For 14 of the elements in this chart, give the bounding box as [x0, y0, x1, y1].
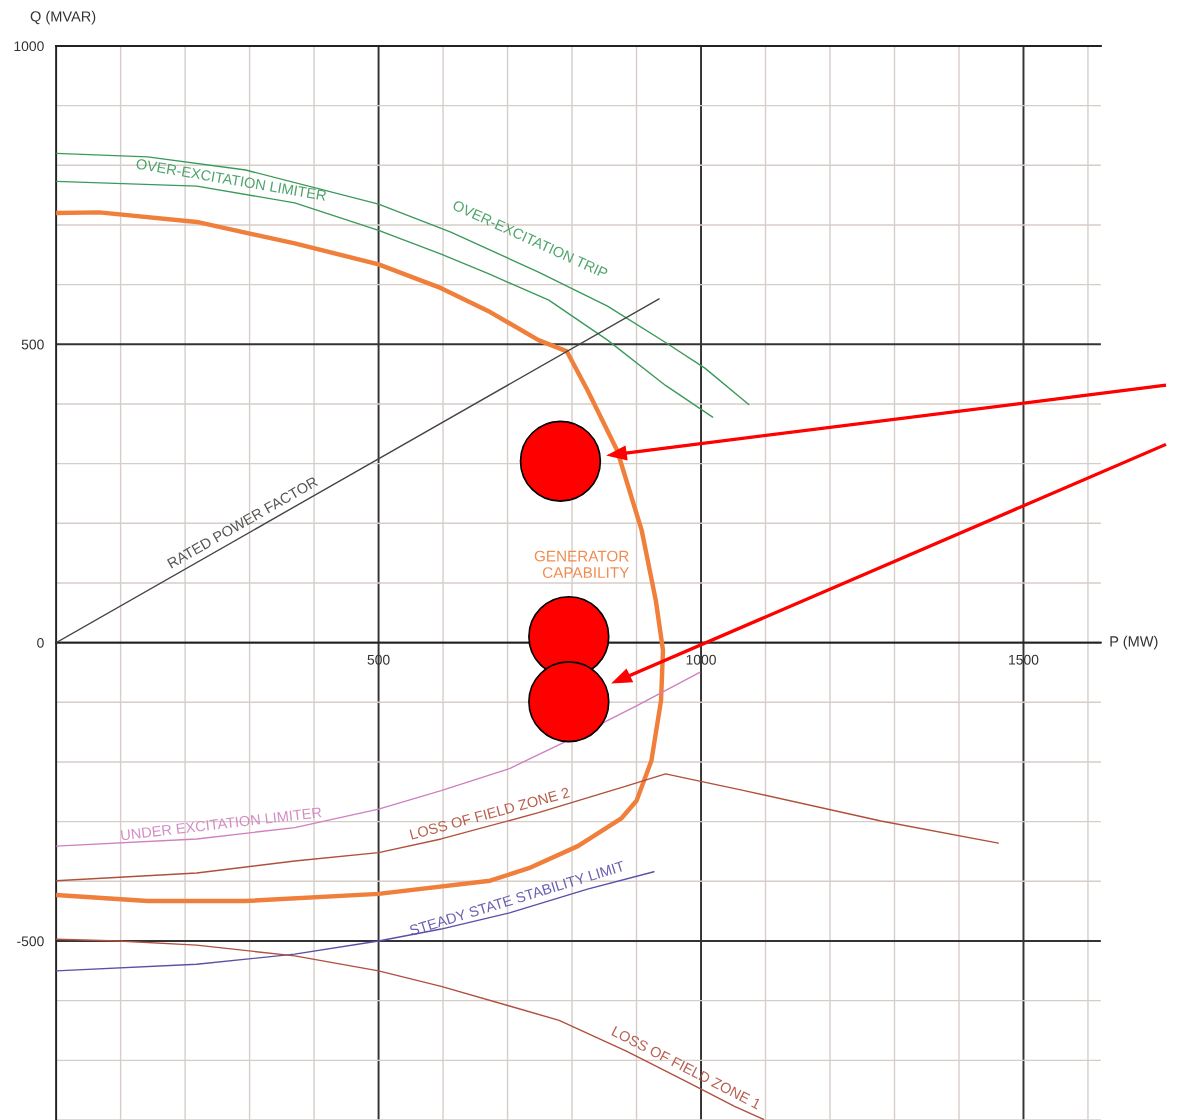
text: UNDER EXCITATION LIMITER	[120, 807, 322, 841]
line-series	[56, 671, 701, 847]
y-tick-label: -500	[17, 936, 44, 947]
line-series	[56, 938, 765, 1120]
y-tick-label: 0	[37, 637, 44, 648]
point	[519, 420, 602, 502]
y-tick-label: 1000	[14, 41, 44, 52]
line-series	[56, 152, 750, 406]
text: LOSS OF FIELD ZONE 2	[409, 787, 570, 840]
y-axis-title: Q (MVAR)	[30, 10, 96, 25]
point	[528, 660, 610, 743]
series-label: GENERATOR CAPABILITY	[534, 550, 630, 578]
x-axis-title: P (MW)	[1110, 635, 1158, 650]
y-tick-label: 500	[21, 339, 44, 350]
